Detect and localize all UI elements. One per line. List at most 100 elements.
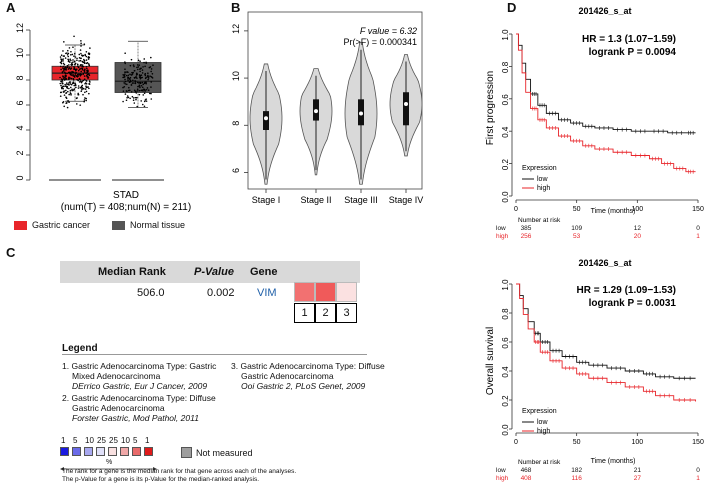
box-jitter-point xyxy=(87,77,89,79)
box-jitter-point xyxy=(85,79,87,82)
km2-legend-title: Expression xyxy=(522,408,557,415)
box-jitter-point xyxy=(63,63,66,66)
km-y-tick-label: 1.0 xyxy=(501,29,510,41)
box-jitter-point xyxy=(73,84,75,87)
panel-label-a: A xyxy=(6,0,16,15)
box-jitter-point xyxy=(70,77,73,80)
box-jitter-point xyxy=(85,62,88,65)
legend-ref-3: 3. Gastric Adenocarcinoma Type: Diffuse … xyxy=(231,361,385,391)
km2-hr: HR = 1.29 (1.09−1.53) xyxy=(576,285,676,296)
box-jitter-point xyxy=(145,100,148,102)
box-jitter-point xyxy=(126,90,128,93)
km-risk-value-high: 1 xyxy=(696,233,700,240)
box-jitter-point xyxy=(147,74,149,77)
box-jitter-point xyxy=(128,81,131,83)
box-jitter-point xyxy=(132,97,135,99)
box-jitter-point xyxy=(85,97,87,100)
box-jitter-point xyxy=(150,86,152,88)
box-jitter-point xyxy=(137,59,140,62)
box-jitter-point xyxy=(64,72,67,75)
box-jitter-point xyxy=(133,69,136,72)
box-jitter-point xyxy=(139,70,141,73)
box-jitter-point xyxy=(65,82,68,84)
box-jitter-point xyxy=(66,49,69,52)
km-x-tick-label: 100 xyxy=(631,439,643,446)
box-y-tick-label: 6 xyxy=(15,100,25,105)
panel-label-b: B xyxy=(231,0,241,15)
km-risk-value-high: 20 xyxy=(634,233,642,240)
box-jitter-point xyxy=(81,60,84,63)
box-jitter-point xyxy=(85,85,87,87)
box-jitter-point xyxy=(71,63,74,66)
box-jitter-point xyxy=(137,85,139,88)
box-jitter-point xyxy=(70,63,72,66)
box-jitter-point xyxy=(70,50,72,53)
box-jitter-point xyxy=(126,95,129,97)
gene-link-vim[interactable]: VIM xyxy=(257,287,277,299)
box-jitter-point xyxy=(87,69,89,72)
box-jitter-point xyxy=(134,96,137,99)
box-jitter-point xyxy=(75,72,77,74)
box-jitter-point xyxy=(133,82,135,84)
scale-swatch xyxy=(96,447,105,456)
box-jitter-point xyxy=(136,81,139,84)
box-jitter-point xyxy=(135,76,138,78)
box-jitter-point xyxy=(85,50,88,53)
box-jitter-point xyxy=(76,64,79,66)
scale-label: 25 xyxy=(97,436,106,445)
legend-divider xyxy=(62,354,367,355)
box-jitter-point xyxy=(73,55,75,57)
km-risk-value-low: 0 xyxy=(696,225,700,232)
box-jitter-point xyxy=(77,87,80,89)
box-jitter-point xyxy=(83,71,86,73)
box-jitter-point xyxy=(82,54,85,57)
box-jitter-point xyxy=(134,91,137,93)
box-jitter-point xyxy=(62,87,64,90)
box-plot-y-axis: 0 2 4 6 8 10 12 xyxy=(15,23,31,181)
box-jitter-point xyxy=(65,85,68,88)
km1-logrank: logrank P = 0.0094 xyxy=(589,47,677,58)
box-jitter-point xyxy=(86,75,89,78)
violin-p-stat: Pr(>F) = 0.000341 xyxy=(343,37,417,47)
ref2-num: 2. xyxy=(62,393,70,403)
box-jitter-point xyxy=(83,58,85,61)
box-jitter-point xyxy=(138,93,141,96)
box-jitter-point xyxy=(59,95,62,97)
box-plot-xlabel: STAD xyxy=(113,190,139,201)
box-jitter-point xyxy=(141,103,144,106)
box-jitter-point xyxy=(85,55,88,58)
km2-axes: 0.0 0.2 0.4 0.6 0.8 1.0 0 50 100 150 xyxy=(501,279,704,446)
box-jitter-point xyxy=(62,50,64,52)
box-jitter-point xyxy=(80,73,83,76)
box-jitter-point xyxy=(139,86,141,89)
km-y-tick-label: 1.0 xyxy=(501,279,510,291)
box-jitter-point xyxy=(130,91,133,93)
box-jitter-point xyxy=(61,79,64,82)
box-jitter-point xyxy=(141,86,144,89)
violin-plot-axes: 6 8 10 12 Stage I Stage II Stage III Stage IV xyxy=(231,24,423,205)
box-y-tick-label: 10 xyxy=(15,48,25,58)
box-jitter-point xyxy=(85,65,88,68)
box-jitter-point xyxy=(76,57,78,60)
box-jitter-point xyxy=(143,82,146,85)
box-jitter-point xyxy=(82,93,84,96)
box-jitter-point xyxy=(131,74,133,76)
box-jitter-point xyxy=(88,80,91,83)
box-jitter-point xyxy=(141,81,144,84)
box-jitter-point xyxy=(72,46,74,49)
km-y-tick-label: 0.8 xyxy=(501,61,510,73)
box-jitter-point xyxy=(83,43,86,45)
box-jitter-point xyxy=(80,52,82,55)
km-x-tick-label: 150 xyxy=(692,439,704,446)
km1-ylabel: First progression xyxy=(485,71,496,145)
box-jitter-point xyxy=(68,60,70,63)
box-jitter-point xyxy=(74,56,77,58)
box-jitter-point xyxy=(59,65,62,68)
box-jitter-point xyxy=(72,61,74,63)
box-jitter-point xyxy=(131,71,133,74)
box-jitter-point xyxy=(134,81,137,83)
ref1-line2: Mixed Adenocarcinoma xyxy=(72,371,161,381)
box-jitter-point xyxy=(135,98,137,101)
footnote-pvalue: The p-Value for a gene is its p-Value fo… xyxy=(62,476,260,483)
box-jitter-point xyxy=(81,80,84,82)
